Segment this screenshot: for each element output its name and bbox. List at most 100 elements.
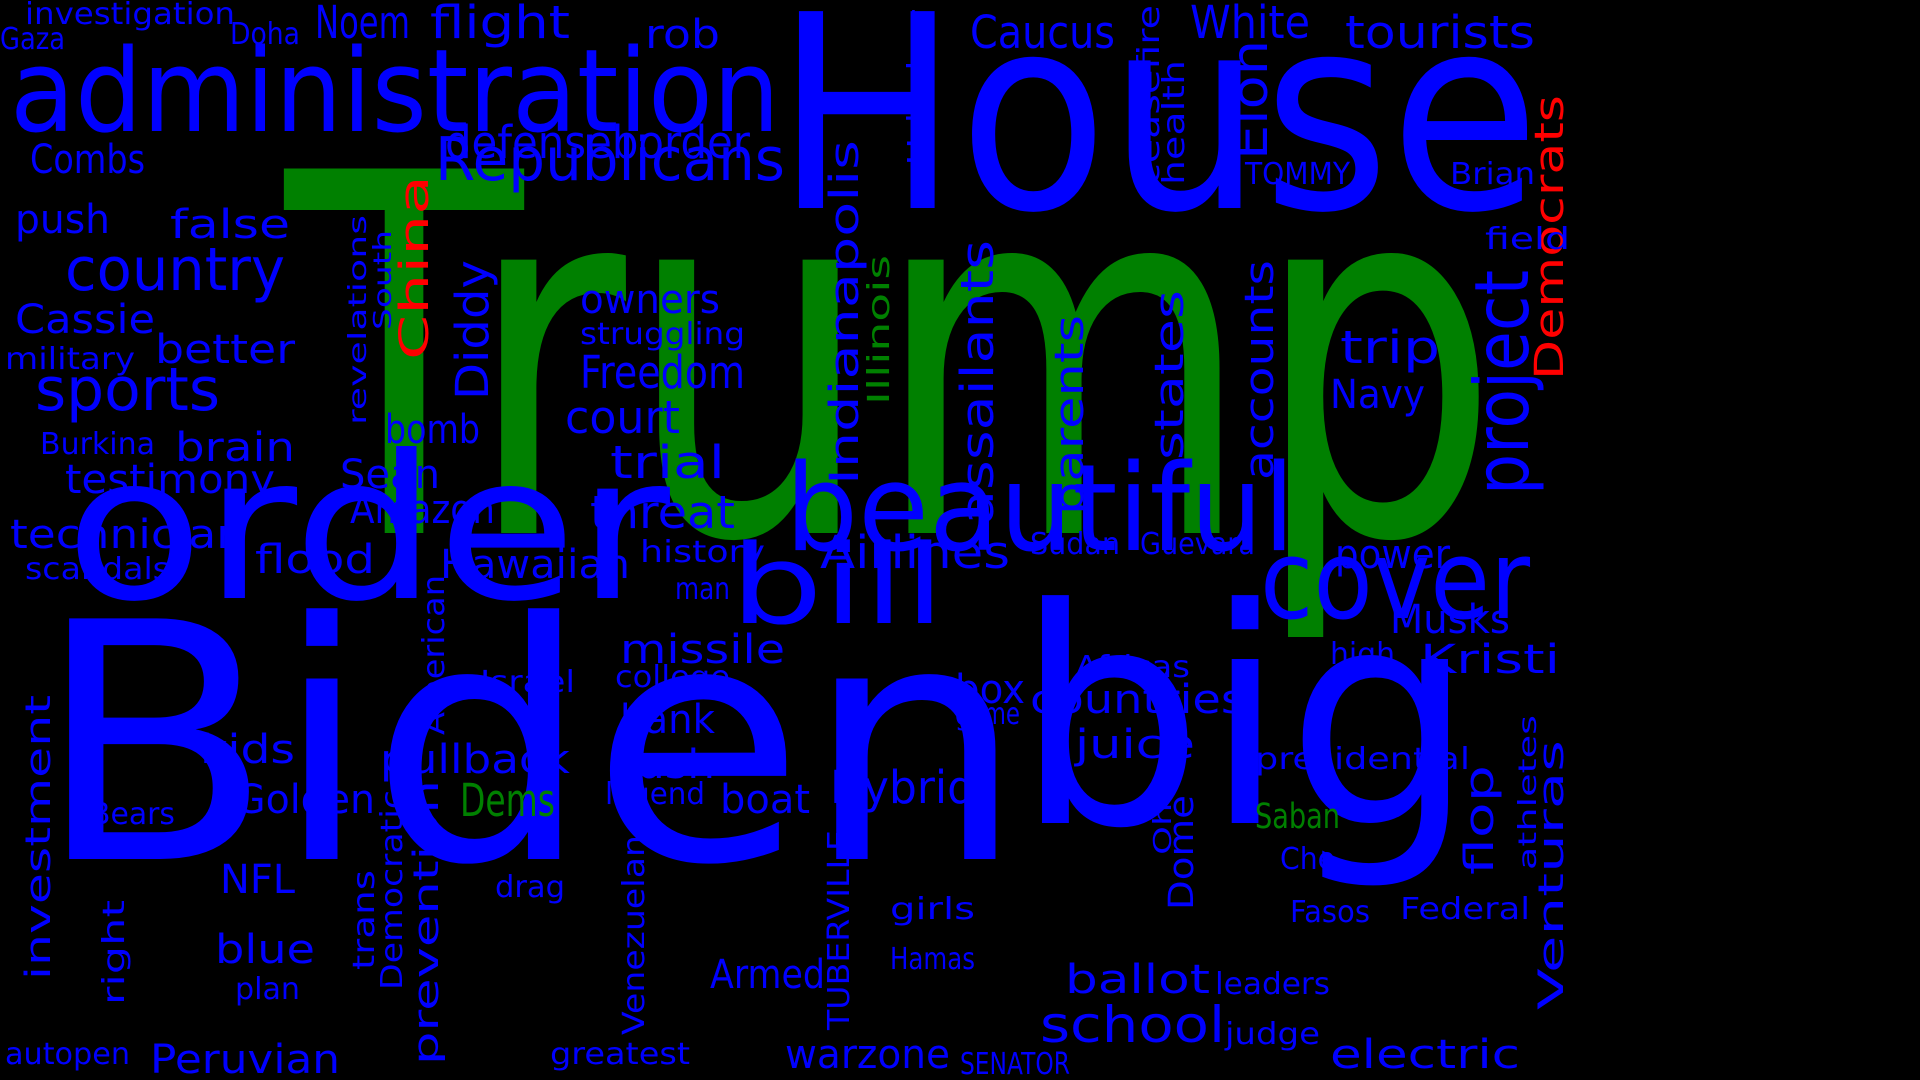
word-hawaiian: Hawaiian xyxy=(440,542,630,588)
word-dome: Dome xyxy=(1162,795,1202,910)
word-technician: technician xyxy=(10,512,245,558)
word-south: South xyxy=(368,230,397,330)
word-illinois: Illinois xyxy=(862,255,897,405)
word-rob: rob xyxy=(645,12,720,58)
word-trial: trial xyxy=(610,436,725,489)
word-golden: Golden xyxy=(235,777,375,823)
word-countries: countries xyxy=(1030,677,1245,723)
word-urlacher: Urlacher xyxy=(902,9,937,165)
word-prevention: prevention xyxy=(407,780,447,1065)
word-trip: trip xyxy=(1340,321,1440,374)
word-college: college xyxy=(615,660,730,695)
word-testimony: testimony xyxy=(65,457,275,503)
word-bank: bank xyxy=(620,697,715,743)
word-china: China xyxy=(392,175,438,360)
word-flop: flop xyxy=(1457,765,1503,875)
word-court: court xyxy=(565,391,680,444)
word-gaza: Gaza xyxy=(0,22,65,57)
word-africas: Africas xyxy=(1075,650,1190,685)
word-sports: sports xyxy=(35,355,220,425)
word-juice: juice xyxy=(1075,722,1195,768)
word-freedom: Freedom xyxy=(580,346,745,399)
word-electric: electric xyxy=(1330,1032,1520,1078)
word-power: power xyxy=(1335,532,1450,578)
word-american: American xyxy=(417,575,452,735)
word-girls: girls xyxy=(890,892,975,927)
word-peruvian: Peruvian xyxy=(150,1037,340,1080)
word-presidential: presidential xyxy=(1255,742,1470,777)
word-diddy: Diddy xyxy=(446,260,499,400)
word-flood: flood xyxy=(255,537,375,583)
word-field: field xyxy=(1485,222,1570,257)
word-flight: flight xyxy=(430,0,570,49)
word-republicans: Republicans xyxy=(435,125,785,195)
word-venturas: Venturas xyxy=(1532,740,1572,1010)
word-game: game xyxy=(955,697,1020,732)
word-history: history xyxy=(640,535,765,570)
word-dems: Dems xyxy=(460,774,555,827)
word-bomb: bomb xyxy=(385,407,480,453)
word-high: high xyxy=(1330,637,1395,672)
word-hamas: Hamas xyxy=(890,942,975,977)
word-warzone: warzone xyxy=(785,1032,950,1078)
word-senator: SENATOR xyxy=(960,1047,1070,1080)
word-white: White xyxy=(1190,0,1310,49)
word-drag: drag xyxy=(495,870,565,905)
word-better: better xyxy=(155,327,295,373)
word-nfl: NFL xyxy=(220,857,295,903)
word-boat: boat xyxy=(720,777,810,823)
word-states: states xyxy=(1147,290,1193,460)
word-leaders: leaders xyxy=(1215,967,1330,1002)
word-beautiful: beautiful xyxy=(785,440,1295,579)
word-bill: bill xyxy=(730,521,945,649)
word-right: right xyxy=(97,900,132,1005)
word-armed: Armed xyxy=(710,952,825,998)
word-administration: administration xyxy=(10,25,780,159)
word-hybrid: Hybrid xyxy=(830,761,975,814)
word-brain: brain xyxy=(175,425,295,471)
word-push: push xyxy=(15,197,110,243)
word-parents: parents xyxy=(1047,315,1093,515)
word-ballot: ballot xyxy=(1065,957,1210,1003)
word-defenseborder: defenseborder xyxy=(445,116,750,169)
word-blue: blue xyxy=(215,927,315,973)
word-fasos: Fasos xyxy=(1290,895,1370,930)
word-airlines: Airlines xyxy=(820,526,1010,579)
word-order: order xyxy=(65,413,670,646)
word-tourists: tourists xyxy=(1345,6,1535,59)
word-autopen: autopen xyxy=(5,1037,130,1072)
word-greatest: greatest xyxy=(550,1037,690,1072)
word-investment: investment xyxy=(19,695,59,980)
word-man: man xyxy=(675,572,730,607)
word-tommy: TOMMY xyxy=(1245,157,1350,192)
word-tuberville: TUBERVILLE xyxy=(822,830,857,1030)
word-trump: Trump xyxy=(285,69,1500,651)
word-revelations: revelations xyxy=(343,214,372,425)
word-missile: missile xyxy=(620,627,785,673)
word-accounts: accounts xyxy=(1237,260,1283,480)
word-saban: Saban xyxy=(1255,797,1340,837)
word-box: box xyxy=(955,667,1025,713)
word-kristi: Kristi xyxy=(1420,637,1560,683)
word-health: health xyxy=(1157,60,1192,185)
word-biden: Biden xyxy=(35,553,1025,937)
word-plan: plan xyxy=(235,972,300,1007)
word-brian: Brian xyxy=(1450,157,1535,192)
word-school: school xyxy=(1040,996,1225,1054)
word-elon: Elon xyxy=(1221,39,1279,160)
word-investigation: investigation xyxy=(25,0,235,32)
word-israel: Israel xyxy=(480,665,575,700)
word-big: big xyxy=(1015,545,1475,894)
word-che: Che xyxy=(1280,842,1335,877)
word-pullback: pullback xyxy=(380,737,570,783)
word-scandals: scandals xyxy=(25,552,170,587)
word-military: military xyxy=(5,342,135,377)
word-cover: cover xyxy=(1260,516,1530,644)
word-burkina: Burkina xyxy=(40,427,155,462)
word-sean: Sean xyxy=(340,452,440,498)
word-guevara: Guevara xyxy=(1140,527,1255,562)
word-false: false xyxy=(170,202,290,248)
word-navy: Navy xyxy=(1330,372,1425,418)
word-struggling: struggling xyxy=(580,317,745,352)
